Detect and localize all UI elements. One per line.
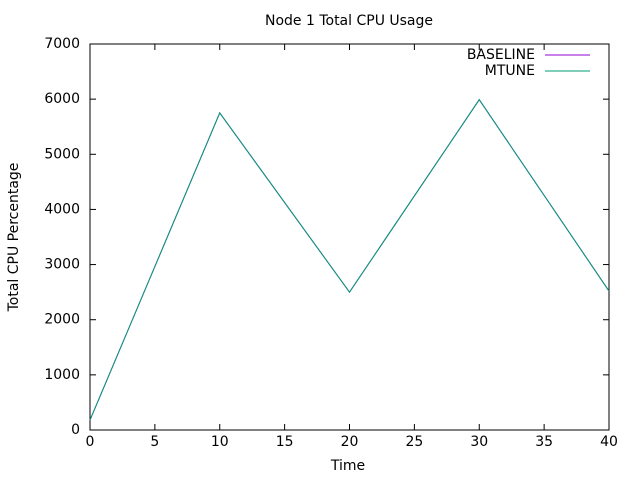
y-tick-label: 7000 [44,36,80,52]
x-tick-label: 0 [86,434,95,450]
x-tick-label: 35 [535,434,553,450]
y-tick-label: 5000 [44,146,80,162]
series-line [89,98,610,421]
x-axis-label: Time [330,458,365,474]
x-tick-label: 40 [600,434,618,450]
y-axis-label: Total CPU Percentage [6,163,22,313]
legend-label: BASELINE [467,47,535,63]
chart-title: Node 1 Total CPU Usage [265,13,433,29]
legend-label: MTUNE [485,63,535,79]
x-tick-label: 20 [341,434,359,450]
x-tick-label: 5 [150,434,159,450]
x-tick-label: 30 [470,434,488,450]
y-tick-label: 3000 [44,257,80,273]
y-tick-label: 2000 [44,312,80,328]
y-tick-label: 1000 [44,367,80,383]
x-tick-label: 15 [276,434,294,450]
y-tick-label: 6000 [44,91,80,107]
y-tick-label: 4000 [44,201,80,217]
x-tick-label: 10 [211,434,229,450]
y-tick-label: 0 [71,422,80,438]
x-tick-label: 25 [405,434,423,450]
